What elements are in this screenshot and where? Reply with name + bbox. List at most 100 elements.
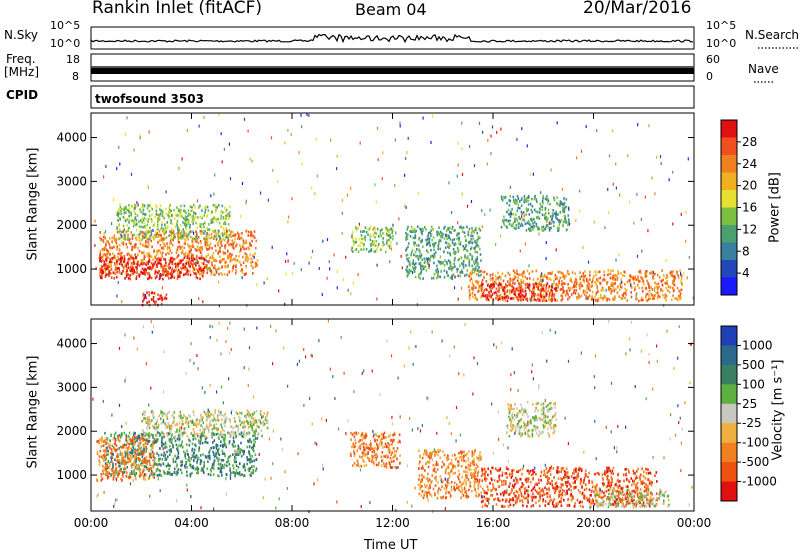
echo-cell [508,219,510,223]
echo-cell [205,436,208,440]
echo-cell [206,419,208,422]
echo-cell [612,286,615,289]
echo-cell [123,228,126,231]
echo-cell [237,448,239,451]
echo-cell [232,430,234,434]
echo-cell [390,241,392,244]
echo-cell [178,444,180,447]
echo-cell [198,264,200,268]
echo-cell [131,452,134,455]
echo-cell [495,291,497,294]
echo-cell [177,245,179,249]
echo-cell [408,260,411,264]
echo-cell [171,433,173,436]
echo-cell [674,276,676,280]
echo-cell [574,272,576,275]
echo-cell [110,456,112,459]
echo-cell [355,227,358,231]
echo-cell [182,263,185,266]
echo-cell [224,217,226,220]
echo-cell [462,248,465,251]
echo-cell [107,449,109,453]
echo-cell [246,458,249,462]
echo-cell [483,294,485,298]
echo-cell [506,226,508,229]
noise-cell [431,114,434,118]
echo-cell [157,454,160,457]
echo-cell [253,443,255,447]
echo-cell [600,296,602,299]
echo-cell [157,227,159,231]
echo-cell [167,213,169,217]
echo-cell [210,212,213,215]
echo-cell [249,457,251,461]
echo-cell [173,208,175,212]
echo-cell [471,270,473,273]
echo-cell [597,280,599,283]
echo-cell [472,295,474,298]
echo-cell [232,436,235,440]
echo-cell [100,260,103,263]
echo-cell [148,436,150,440]
echo-cell [223,433,225,437]
echo-cell [648,284,650,288]
echo-cell [164,453,167,457]
echo-cell [101,436,103,440]
echo-cell [520,222,523,226]
echo-cell [169,266,171,269]
echo-cell [387,234,389,237]
noise-cell [481,209,483,213]
nave-tick-bottom: 0 [706,70,713,83]
echo-cell [517,226,520,230]
echo-cell [247,234,250,237]
echo-cell [108,273,110,276]
echo-cell [173,471,176,474]
echo-cell [143,450,145,453]
echo-cell [112,472,115,475]
echo-cell [528,213,531,216]
echo-cell [230,430,233,434]
echo-cell [175,251,178,254]
noise-cell [357,273,359,277]
echo-cell [158,277,161,281]
echo-cell [189,261,192,265]
echo-cell [173,420,175,424]
echo-cell [644,272,647,276]
echo-cell [165,261,167,264]
echo-cell [214,210,217,213]
echo-cell [509,194,511,198]
echo-cell [191,449,193,452]
echo-cell [562,289,565,292]
echo-cell [528,272,531,275]
echo-cell [146,228,148,232]
nsearch-label: N.Search [745,28,800,42]
echo-cell [171,267,174,270]
echo-cell [669,271,672,275]
echo-cell [175,268,178,272]
echo-cell [641,296,643,300]
echo-cell [128,435,130,438]
noise-cell [401,266,403,270]
echo-cell [520,281,522,284]
echo-cell [515,217,518,221]
echo-cell [217,419,220,422]
echo-cell [593,274,595,278]
echo-cell [549,292,551,295]
echo-cell [230,235,233,238]
echo-cell [463,231,466,234]
echo-cell [513,290,515,293]
echo-cell [544,197,547,200]
echo-cell [144,231,147,234]
noise-cell [685,239,687,243]
echo-cell [547,199,550,203]
echo-cell [507,208,510,212]
echo-cell [235,244,237,248]
echo-cell [226,273,229,276]
noise-cell [605,288,607,292]
echo-cell [207,473,210,476]
echo-cell [255,246,257,250]
echo-cell [195,425,198,428]
noise-cell [604,226,606,230]
echo-cell [430,248,432,252]
echo-cell [606,273,609,277]
